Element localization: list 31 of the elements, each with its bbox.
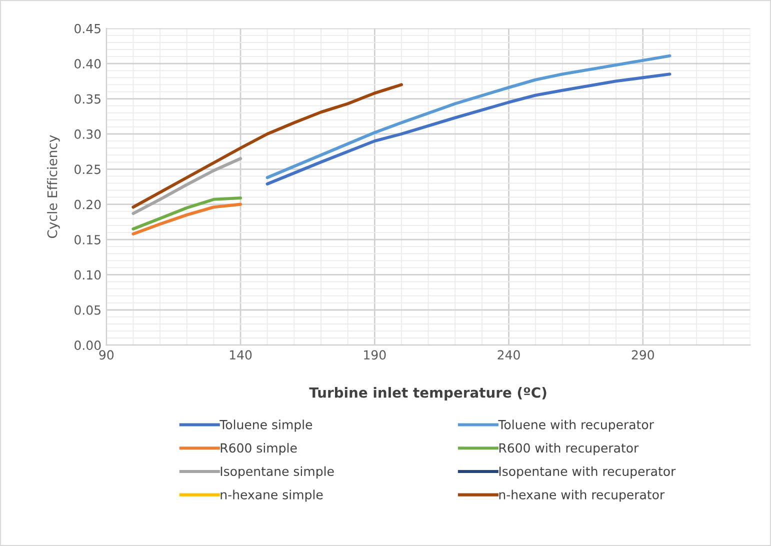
line-series bbox=[132, 157, 242, 216]
legend-label: Toluene with recuperator bbox=[498, 420, 654, 432]
y-tick-label: 0.25 bbox=[74, 164, 100, 174]
y-tick-label: 0.00 bbox=[74, 340, 101, 350]
line-series bbox=[266, 54, 672, 180]
y-tick-label: 0.30 bbox=[74, 129, 101, 139]
x-tick-label: 290 bbox=[632, 350, 654, 360]
line-series bbox=[266, 72, 672, 186]
line-series bbox=[132, 202, 242, 236]
legend-label: R600 with recuperator bbox=[499, 443, 639, 456]
y-tick-label: 0.15 bbox=[74, 234, 100, 244]
y-axis-title: Cycle Efficiency bbox=[47, 135, 60, 238]
legend-label: Toluene simple bbox=[220, 420, 312, 432]
x-tick-label: 90 bbox=[99, 350, 114, 360]
legend-label: n-hexane with recuperator bbox=[499, 490, 665, 502]
line-series bbox=[132, 83, 403, 209]
x-tick-label: 240 bbox=[498, 350, 520, 360]
x-tick-label: 190 bbox=[364, 350, 386, 360]
y-tick-label: 0.05 bbox=[74, 305, 100, 315]
y-tick-label: 0.10 bbox=[74, 270, 101, 280]
y-tick-label: 0.20 bbox=[74, 200, 101, 210]
y-tick-label: 0.40 bbox=[74, 59, 101, 69]
line-series bbox=[132, 196, 242, 230]
y-tick-label: 0.45 bbox=[74, 24, 100, 34]
x-tick-label: 140 bbox=[230, 350, 252, 360]
x-axis-title: Turbine inlet temperature (ºC) bbox=[309, 387, 546, 400]
y-tick-label: 0.35 bbox=[74, 94, 100, 104]
legend-label: n-hexane simple bbox=[220, 490, 323, 502]
legend-label: R600 simple bbox=[220, 443, 297, 456]
legend-label: Isopentane simple bbox=[220, 466, 334, 478]
legend-label: Isopentane with recuperator bbox=[499, 466, 676, 478]
